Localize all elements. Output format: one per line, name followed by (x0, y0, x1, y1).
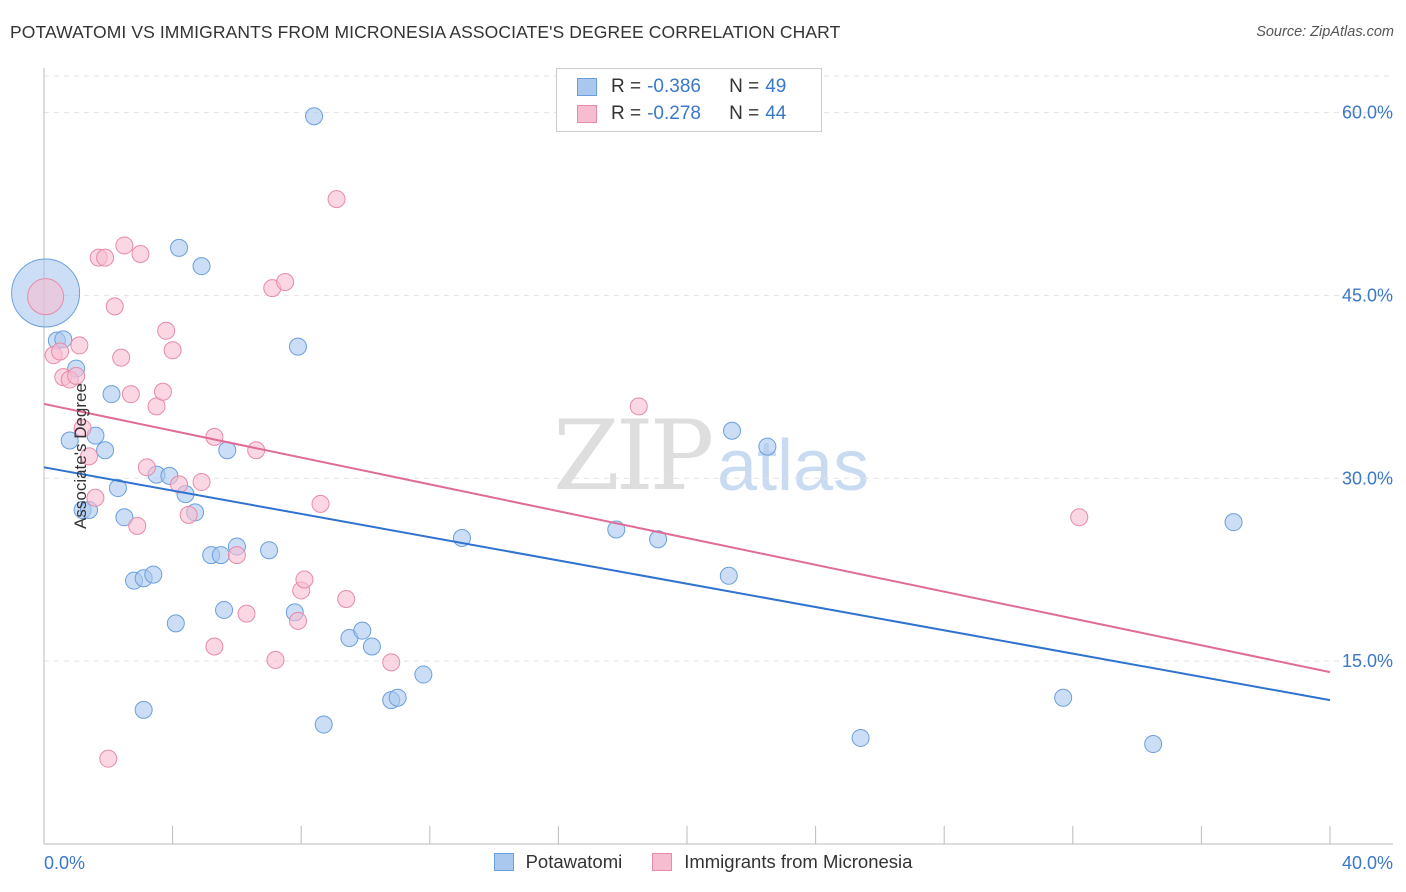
data-point-micronesia (337, 589, 356, 608)
series-legend-label: Immigrants from Micronesia (684, 851, 913, 872)
legend-r-value: -0.386 (647, 76, 701, 97)
data-point-micronesia (128, 516, 147, 535)
legend-n-label: N = (729, 76, 760, 97)
data-point-potawatomi (211, 546, 230, 565)
data-point-micronesia (311, 494, 330, 513)
data-point-potawatomi (305, 107, 324, 126)
legend-r-label: R = (611, 76, 642, 97)
data-point-potawatomi (170, 238, 189, 257)
legend-row-potawatomi: R = -0.386 N = 49 (577, 74, 786, 100)
watermark-atlas: atlas (717, 426, 870, 506)
legend-r-value: -0.278 (647, 103, 701, 124)
data-point-potawatomi (102, 385, 121, 404)
data-point-micronesia (295, 570, 314, 589)
data-point-potawatomi (851, 728, 870, 747)
y-tick-label: 60.0% (1342, 103, 1393, 123)
data-point-micronesia (266, 650, 285, 669)
data-point-micronesia (73, 419, 92, 438)
data-point-micronesia (205, 637, 224, 656)
watermark-zip: ZIP (553, 400, 714, 512)
data-point-micronesia (99, 749, 118, 768)
data-point-micronesia (121, 385, 140, 404)
data-point-micronesia (105, 297, 124, 316)
series-legend-label: Potawatomi (525, 851, 623, 872)
series-swatch-pink (652, 853, 673, 871)
data-point-micronesia (288, 611, 307, 630)
trend-line-micronesia (43, 402, 1331, 674)
data-point-micronesia (163, 341, 182, 360)
data-point-potawatomi (649, 530, 668, 549)
source-label: Source: ZipAtlas.com (1256, 24, 1394, 40)
y-tick-label: 45.0% (1342, 285, 1393, 305)
data-point-potawatomi (144, 565, 163, 584)
data-point-potawatomi (314, 715, 333, 734)
y-tick-label: 30.0% (1342, 468, 1393, 488)
data-point-micronesia (115, 236, 134, 255)
data-point-potawatomi (1054, 688, 1073, 707)
legend-n-value: 44 (765, 103, 787, 124)
data-point-micronesia (27, 278, 65, 316)
data-point-micronesia (96, 248, 115, 267)
data-point-micronesia (629, 397, 648, 416)
data-point-potawatomi (260, 541, 279, 560)
data-point-micronesia (70, 336, 89, 355)
data-point-micronesia (51, 342, 70, 361)
data-point-potawatomi (60, 431, 79, 450)
data-point-potawatomi (414, 665, 433, 684)
y-tick-label: 15.0% (1342, 651, 1393, 671)
data-point-potawatomi (192, 257, 211, 276)
data-point-potawatomi (215, 600, 234, 619)
data-point-micronesia (86, 488, 105, 507)
stats-legend: R = -0.386 N = 49 R = -0.278 N = 44 (556, 68, 822, 132)
data-point-micronesia (157, 321, 176, 340)
data-point-potawatomi (134, 700, 153, 719)
data-point-potawatomi (758, 437, 777, 456)
data-point-potawatomi (1224, 513, 1243, 532)
series-legend: Potawatomi Immigrants from Micronesia (0, 851, 1406, 873)
data-point-potawatomi (719, 566, 738, 585)
data-point-micronesia (227, 546, 246, 565)
data-point-potawatomi (288, 337, 307, 356)
data-point-potawatomi (607, 520, 626, 539)
chart-title: POTAWATOMI VS IMMIGRANTS FROM MICRONESIA… (10, 22, 841, 42)
data-point-micronesia (382, 653, 401, 672)
trend-line-potawatomi (43, 466, 1331, 702)
data-point-micronesia (179, 505, 198, 524)
data-point-potawatomi (96, 441, 115, 460)
legend-r-label: R = (611, 103, 642, 124)
series-legend-potawatomi[interactable]: Potawatomi (493, 851, 623, 873)
data-point-micronesia (276, 273, 295, 292)
data-point-micronesia (137, 458, 156, 477)
legend-n-value: 49 (765, 76, 787, 97)
legend-swatch-pink (577, 105, 597, 123)
data-point-micronesia (170, 475, 189, 494)
data-point-micronesia (153, 382, 172, 401)
x-tick-label: 0.0% (44, 853, 85, 873)
data-point-micronesia (192, 472, 211, 491)
data-point-micronesia (327, 190, 346, 209)
data-point-micronesia (1070, 508, 1089, 527)
data-point-potawatomi (388, 688, 407, 707)
data-point-micronesia (112, 348, 131, 367)
data-point-potawatomi (115, 508, 134, 527)
data-point-micronesia (67, 366, 86, 385)
data-point-potawatomi (1144, 735, 1163, 754)
y-axis-label: Associate's Degree (70, 383, 90, 529)
data-point-micronesia (205, 427, 224, 446)
data-point-potawatomi (353, 621, 372, 640)
data-point-micronesia (237, 604, 256, 623)
data-point-potawatomi (723, 421, 742, 440)
data-point-micronesia (131, 244, 150, 263)
legend-n-label: N = (729, 103, 760, 124)
data-point-potawatomi (362, 637, 381, 656)
data-point-potawatomi (108, 479, 127, 498)
series-legend-micronesia[interactable]: Immigrants from Micronesia (652, 851, 912, 873)
data-point-micronesia (80, 447, 99, 466)
series-swatch-blue (493, 853, 514, 871)
x-tick-label: 40.0% (1342, 853, 1393, 873)
data-point-potawatomi (166, 614, 185, 633)
legend-swatch-blue (577, 78, 597, 96)
legend-row-micronesia: R = -0.278 N = 44 (577, 101, 786, 127)
